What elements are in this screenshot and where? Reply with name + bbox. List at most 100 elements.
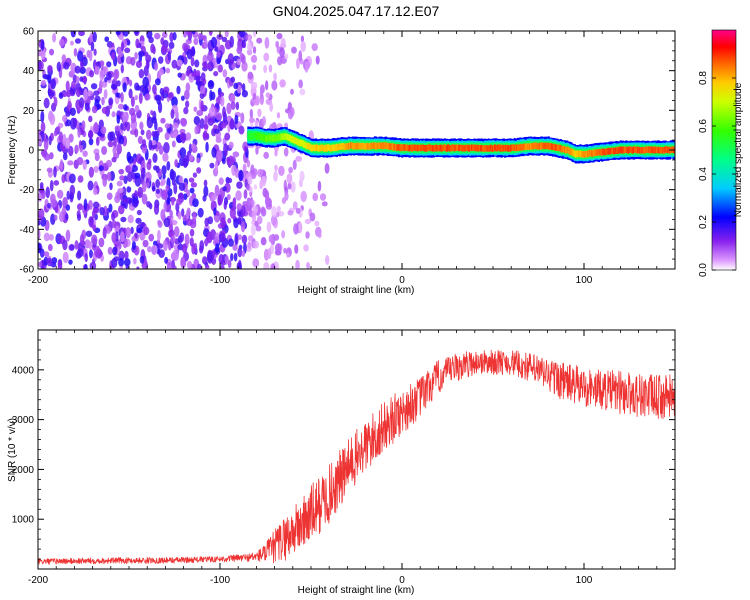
noise-cell: [153, 240, 158, 247]
noise-cell: [241, 250, 246, 257]
noise-cell: [298, 50, 303, 62]
signal-cell: [591, 150, 594, 157]
noise-cell: [119, 231, 125, 243]
signal-cell: [662, 147, 665, 154]
noise-cell: [238, 169, 244, 182]
noise-cell: [88, 166, 95, 178]
x-tick-label: 100: [576, 575, 593, 586]
noise-cell: [77, 50, 84, 62]
signal-cell: [520, 144, 523, 151]
noise-cell: [261, 116, 267, 126]
signal-cell: [270, 135, 273, 142]
signal-cell: [363, 143, 366, 150]
noise-cell: [286, 173, 293, 184]
noise-cell: [237, 217, 242, 225]
signal-cell: [316, 144, 319, 151]
noise-cell: [191, 143, 196, 150]
noise-cell: [131, 235, 136, 242]
signal-cell: [529, 143, 532, 150]
signal-cell: [437, 145, 440, 152]
noise-cell: [169, 209, 173, 218]
signal-cell: [542, 142, 545, 150]
signal-cell: [275, 135, 278, 142]
signal-cell: [590, 150, 593, 157]
noise-cell: [76, 157, 84, 166]
signal-cell: [306, 142, 309, 150]
noise-cell: [207, 216, 214, 225]
noise-cell: [197, 32, 204, 40]
signal-cell: [271, 135, 274, 142]
signal-cell: [534, 142, 537, 149]
noise-cell: [42, 74, 49, 80]
noise-cell: [224, 132, 231, 141]
noise-cell: [57, 260, 63, 269]
noise-cell: [105, 225, 112, 234]
signal-cell: [645, 146, 648, 153]
noise-cell: [89, 69, 95, 78]
x-tick-label: 0: [399, 575, 405, 586]
noise-cell: [274, 243, 282, 254]
signal-cell: [581, 151, 584, 158]
noise-cell: [136, 266, 140, 269]
signal-cell: [331, 144, 334, 151]
noise-cell: [224, 254, 229, 265]
noise-cell: [122, 111, 128, 124]
signal-cell: [467, 145, 470, 152]
noise-cell: [255, 225, 262, 232]
noise-cell: [179, 232, 185, 243]
noise-cell: [300, 35, 305, 43]
signal-cell: [585, 150, 588, 158]
noise-cell: [236, 181, 243, 189]
colorbar: 0.0 0.2 0.4 0.6 0.8 Normalized spectral ampl…: [698, 29, 744, 277]
noise-cell: [230, 253, 234, 262]
noise-cell: [144, 93, 151, 101]
noise-cell: [47, 64, 53, 72]
noise-cell: [182, 215, 187, 222]
signal-cell: [503, 144, 506, 152]
noise-cell: [174, 159, 178, 168]
signal-cell: [396, 144, 399, 151]
noise-cell: [226, 193, 231, 201]
signal-cell: [354, 142, 357, 150]
noise-cell: [93, 48, 97, 56]
signal-cell: [648, 146, 651, 153]
signal-cell: [456, 144, 459, 152]
noise-cell: [139, 255, 145, 264]
noise-cell: [105, 159, 113, 168]
noise-cell: [134, 172, 141, 179]
signal-cell: [543, 142, 546, 150]
noise-cell: [88, 115, 93, 123]
noise-cell: [321, 201, 328, 207]
signal-cell: [264, 135, 267, 142]
signal-cell: [372, 142, 375, 149]
signal-cell: [643, 147, 646, 154]
signal-cell: [344, 143, 347, 150]
noise-cell: [186, 260, 193, 269]
noise-cell: [73, 117, 78, 127]
noise-cell: [178, 175, 184, 184]
snr-series-line: [38, 349, 675, 565]
noise-cell: [190, 182, 197, 188]
noise-cell: [118, 250, 125, 261]
noise-cell: [87, 90, 94, 97]
signal-cell: [607, 147, 610, 155]
noise-cell: [189, 187, 195, 194]
signal-cell: [293, 137, 296, 144]
signal-cell: [373, 142, 376, 149]
noise-cell: [238, 31, 245, 38]
noise-cell: [227, 238, 234, 247]
signal-cell: [365, 143, 368, 150]
noise-cell: [176, 85, 181, 95]
noise-cell: [235, 101, 240, 111]
signal-cell: [274, 134, 277, 141]
signal-cell: [289, 136, 292, 143]
spectrogram-x-ticks: -200 -100 0 100: [28, 31, 676, 286]
signal-cell: [443, 144, 446, 151]
signal-cell: [660, 147, 663, 154]
signal-cell: [547, 142, 550, 150]
noise-cell: [208, 31, 213, 36]
noise-cell: [267, 247, 272, 260]
signal-cell: [382, 142, 385, 149]
noise-cell: [242, 163, 247, 173]
noise-cell: [136, 209, 142, 216]
